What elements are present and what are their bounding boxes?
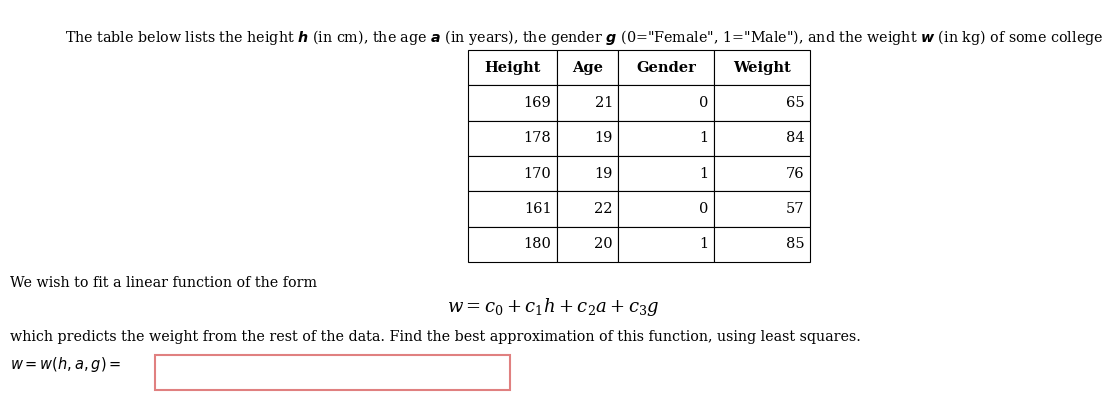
Bar bbox=[618, 227, 714, 262]
Text: 1: 1 bbox=[700, 131, 709, 145]
Text: 21: 21 bbox=[595, 96, 613, 110]
Bar bbox=[618, 85, 714, 121]
Text: 178: 178 bbox=[523, 131, 552, 145]
Text: The table below lists the height $\boldsymbol{h}$ (in cm), the age $\boldsymbol{: The table below lists the height $\bolds… bbox=[65, 28, 1106, 46]
Text: 1: 1 bbox=[700, 167, 709, 181]
Text: 169: 169 bbox=[523, 96, 552, 110]
Bar bbox=[557, 156, 618, 191]
Text: 65: 65 bbox=[786, 96, 804, 110]
Bar bbox=[468, 227, 557, 262]
Text: 20: 20 bbox=[594, 237, 613, 251]
Bar bbox=[557, 191, 618, 227]
Bar bbox=[714, 85, 810, 121]
Bar bbox=[557, 227, 618, 262]
Bar bbox=[468, 191, 557, 227]
Bar bbox=[557, 50, 618, 85]
Text: 19: 19 bbox=[595, 131, 613, 145]
Bar bbox=[714, 50, 810, 85]
Bar bbox=[618, 121, 714, 156]
Bar bbox=[714, 156, 810, 191]
Bar bbox=[468, 50, 557, 85]
Text: 180: 180 bbox=[523, 237, 552, 251]
Text: Gender: Gender bbox=[636, 61, 697, 75]
Text: Weight: Weight bbox=[733, 61, 791, 75]
Text: We wish to fit a linear function of the form: We wish to fit a linear function of the … bbox=[10, 276, 317, 290]
Bar bbox=[714, 191, 810, 227]
Text: Height: Height bbox=[484, 61, 541, 75]
Bar bbox=[557, 85, 618, 121]
Text: 76: 76 bbox=[786, 167, 804, 181]
Text: 170: 170 bbox=[523, 167, 552, 181]
Text: Age: Age bbox=[572, 61, 603, 75]
Bar bbox=[618, 191, 714, 227]
Text: $w = c_0 + c_1h + c_2a + c_3g$: $w = c_0 + c_1h + c_2a + c_3g$ bbox=[447, 296, 659, 318]
Bar bbox=[714, 227, 810, 262]
Bar bbox=[618, 50, 714, 85]
Text: 0: 0 bbox=[699, 202, 709, 216]
Text: 19: 19 bbox=[595, 167, 613, 181]
Bar bbox=[468, 85, 557, 121]
Text: 84: 84 bbox=[786, 131, 804, 145]
Text: 85: 85 bbox=[786, 237, 804, 251]
Text: 0: 0 bbox=[699, 96, 709, 110]
Bar bbox=[618, 156, 714, 191]
Bar bbox=[468, 121, 557, 156]
Text: 161: 161 bbox=[524, 202, 552, 216]
Text: 1: 1 bbox=[700, 237, 709, 251]
Bar bbox=[155, 355, 510, 390]
Text: 22: 22 bbox=[594, 202, 613, 216]
Bar bbox=[714, 121, 810, 156]
Text: which predicts the weight from the rest of the data. Find the best approximation: which predicts the weight from the rest … bbox=[10, 330, 860, 344]
Text: $w = w(h, a, g) =$: $w = w(h, a, g) =$ bbox=[10, 355, 122, 374]
Bar bbox=[468, 156, 557, 191]
Text: 57: 57 bbox=[786, 202, 804, 216]
Bar bbox=[557, 121, 618, 156]
